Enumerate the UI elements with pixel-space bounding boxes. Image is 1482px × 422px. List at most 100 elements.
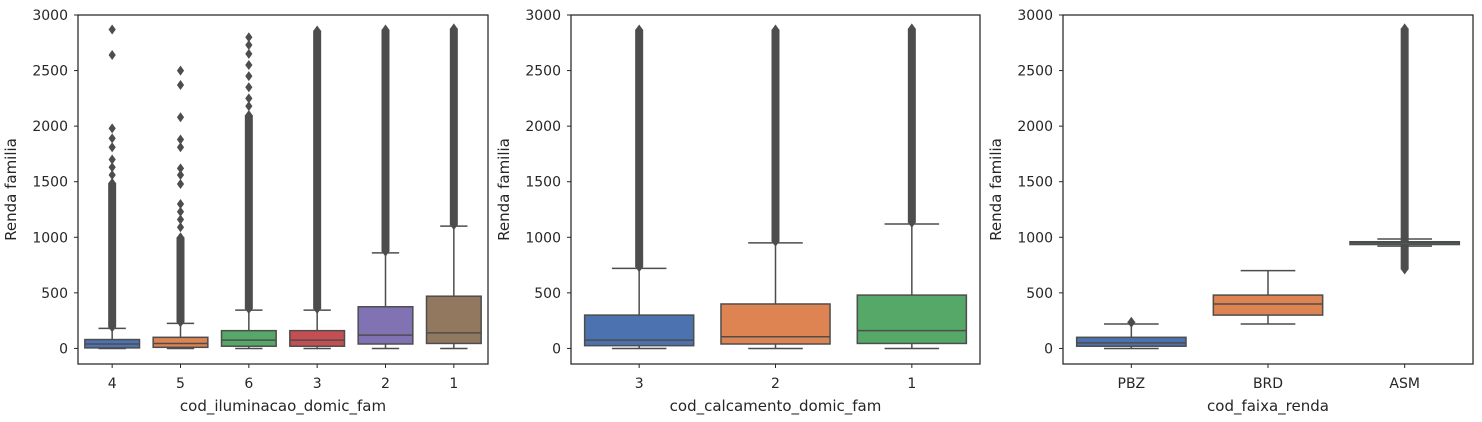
box-iqr: [1212, 294, 1324, 316]
outlier-point: [635, 24, 643, 35]
y-tick-label: 0: [1044, 341, 1053, 357]
y-tick-label: 1500: [525, 175, 561, 191]
x-tick-label: 1: [907, 376, 916, 392]
outlier-point: [381, 246, 390, 257]
box-2: [357, 24, 414, 350]
outlier-point: [176, 198, 185, 209]
y-axis-label: Renda familia: [495, 138, 513, 241]
y-tick-label: 3000: [32, 8, 68, 24]
y-tick-label: 500: [1026, 286, 1053, 302]
x-tick-label: 2: [381, 376, 390, 392]
outlier-point: [108, 123, 116, 134]
y-tick-label: 2500: [525, 64, 561, 80]
outlier-point: [176, 214, 185, 225]
y-tick-label: 3000: [1017, 8, 1053, 24]
x-tick-label: 6: [244, 376, 253, 392]
outlier-point: [108, 142, 116, 153]
outlier-point: [381, 24, 390, 35]
subplot-calcamento: 0 500 1000 1500 2000 2500 3000 3 2 1 cod_calcament…: [495, 8, 981, 416]
y-tick-label: 2000: [1017, 119, 1053, 135]
y-tick-label: 1500: [1017, 175, 1053, 191]
y-tick-label: 500: [41, 286, 68, 302]
outlier-point: [1401, 264, 1409, 275]
outlier-point: [108, 322, 116, 333]
y-axis-label: Renda familia: [2, 138, 20, 241]
outlier-point: [176, 134, 185, 145]
outlier-point: [1401, 23, 1409, 34]
box-ASM: [1349, 23, 1461, 275]
outlier-point: [450, 220, 458, 231]
x-axis-label: cod_iluminacao_domic_fam: [180, 397, 386, 416]
y-tick-label: 1000: [525, 230, 561, 246]
outlier-point: [450, 23, 458, 34]
outlier-point: [176, 178, 185, 189]
x-tick-label: PBZ: [1118, 376, 1146, 392]
outlier-point: [245, 48, 253, 59]
y-tick-label: 0: [552, 341, 561, 357]
box-iqr: [583, 314, 695, 347]
outlier-point: [908, 23, 916, 34]
outlier-point: [108, 50, 116, 61]
box-1: [856, 23, 968, 350]
outlier-point: [245, 32, 253, 43]
x-tick-label: 4: [108, 376, 117, 392]
outlier-point: [771, 236, 780, 247]
outlier-point: [176, 206, 185, 217]
outlier-point: [176, 80, 185, 91]
outlier-point: [245, 303, 253, 314]
outlier-point: [176, 112, 185, 123]
x-tick-label: 5: [176, 376, 185, 392]
outlier-point: [108, 170, 116, 181]
x-tick-label: 2: [771, 376, 780, 392]
outlier-point: [1127, 317, 1135, 328]
outlier-point: [108, 177, 116, 188]
outlier-point: [771, 24, 780, 35]
x-tick-label: ASM: [1389, 376, 1420, 392]
box-5: [152, 65, 209, 350]
outlier-point: [108, 133, 116, 144]
outlier-point: [245, 60, 253, 71]
outlier-point: [176, 142, 185, 153]
box-iqr: [720, 303, 831, 345]
subplot-iluminacao: 0 500 1000 1500 2000 2500 3000 4 5 6 3 2 1 cod_ilumin…: [2, 8, 489, 416]
outlier-point: [176, 222, 185, 233]
y-tick-label: 500: [534, 286, 561, 302]
box-BRD: [1212, 269, 1324, 325]
box-iqr: [856, 294, 968, 345]
box-4: [84, 24, 141, 350]
box-1: [425, 23, 482, 350]
outlier-point: [176, 163, 185, 174]
outlier-point: [176, 232, 185, 243]
box-iqr: [220, 329, 277, 347]
outlier-point: [176, 317, 185, 328]
box-3: [289, 25, 346, 350]
x-tick-label: BRD: [1253, 376, 1283, 392]
x-tick-label: 1: [449, 376, 458, 392]
outlier-point: [245, 101, 253, 112]
x-tick-label: 3: [635, 376, 644, 392]
y-tick-label: 2000: [32, 119, 68, 135]
y-tick-label: 2000: [525, 119, 561, 135]
outlier-point: [245, 110, 253, 121]
box-PBZ: [1075, 316, 1187, 350]
outlier-point: [245, 82, 253, 93]
outlier-point: [176, 65, 185, 76]
y-axis-label: Renda familia: [987, 138, 1005, 241]
outlier-point: [635, 262, 643, 273]
outlier-point: [313, 303, 321, 314]
outlier-point: [245, 71, 253, 82]
y-tick-label: 1000: [32, 230, 68, 246]
box-2: [720, 24, 831, 350]
outlier-point: [108, 24, 116, 35]
box-3: [583, 24, 695, 350]
outlier-point: [245, 40, 253, 51]
y-tick-label: 1500: [32, 175, 68, 191]
y-tick-label: 2500: [1017, 64, 1053, 80]
plot-frame: [77, 14, 489, 365]
outlier-point: [908, 217, 916, 228]
y-tick-label: 1000: [1017, 230, 1053, 246]
box-iqr: [357, 306, 414, 345]
outlier-point: [245, 93, 253, 104]
outlier-point: [108, 154, 116, 165]
